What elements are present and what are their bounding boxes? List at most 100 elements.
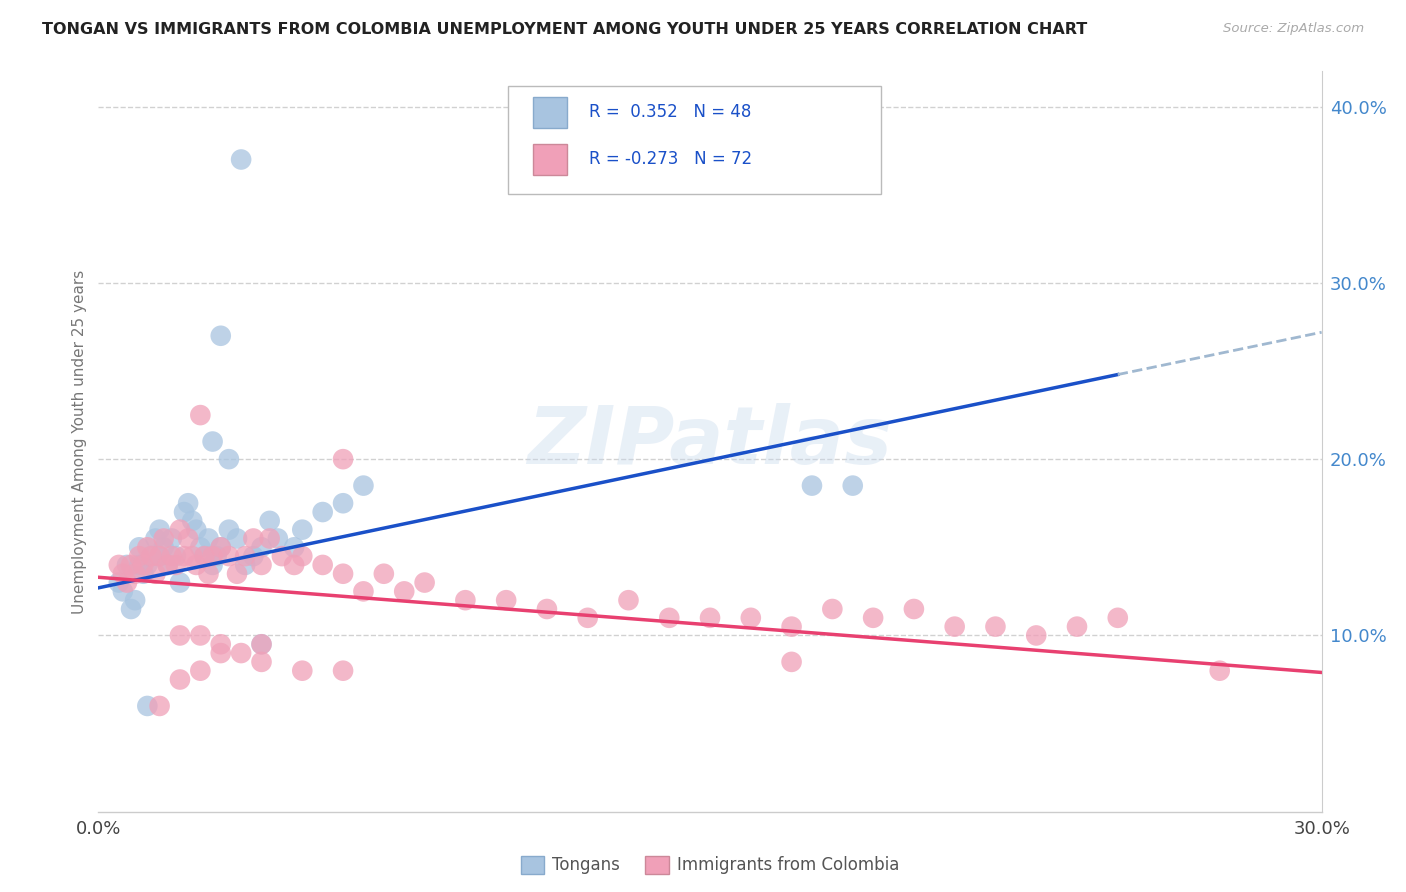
- Point: [177, 496, 200, 510]
- Point: [111, 566, 134, 581]
- Point: [108, 575, 131, 590]
- Point: [270, 549, 294, 563]
- Point: [454, 593, 477, 607]
- Point: [250, 541, 273, 555]
- Point: [136, 698, 159, 713]
- Point: [231, 153, 253, 167]
- Point: [352, 584, 374, 599]
- Point: [984, 619, 1007, 633]
- Point: [132, 558, 155, 572]
- Point: [332, 496, 354, 510]
- Point: [188, 408, 212, 422]
- Point: [1209, 664, 1232, 678]
- Point: [233, 549, 256, 563]
- Point: [283, 541, 305, 555]
- Point: [120, 602, 142, 616]
- Point: [188, 628, 212, 642]
- Point: [291, 523, 314, 537]
- Point: [332, 664, 354, 678]
- Text: ZIPatlas: ZIPatlas: [527, 402, 893, 481]
- Point: [862, 611, 884, 625]
- Point: [149, 698, 172, 713]
- Point: [740, 611, 762, 625]
- Point: [115, 575, 138, 590]
- Point: [1025, 628, 1047, 642]
- Point: [197, 532, 219, 546]
- Point: [209, 646, 232, 660]
- Point: [233, 558, 256, 572]
- Point: [124, 593, 146, 607]
- Point: [188, 541, 212, 555]
- Point: [250, 655, 273, 669]
- Point: [209, 541, 232, 555]
- Point: [903, 602, 925, 616]
- Point: [332, 566, 354, 581]
- Point: [145, 566, 167, 581]
- Point: [181, 549, 204, 563]
- Point: [392, 584, 416, 599]
- Point: [201, 549, 224, 563]
- Point: [250, 637, 273, 651]
- Point: [576, 611, 599, 625]
- Point: [841, 478, 863, 492]
- Point: [128, 549, 150, 563]
- Point: [312, 558, 335, 572]
- Point: [124, 566, 146, 581]
- FancyBboxPatch shape: [533, 144, 567, 175]
- Point: [205, 549, 228, 563]
- Point: [209, 637, 232, 651]
- Point: [226, 566, 249, 581]
- Point: [108, 558, 131, 572]
- Point: [169, 628, 191, 642]
- Point: [169, 575, 191, 590]
- Point: [1107, 611, 1129, 625]
- Point: [617, 593, 640, 607]
- Point: [188, 664, 212, 678]
- Point: [231, 646, 253, 660]
- Point: [169, 523, 191, 537]
- Point: [699, 611, 721, 625]
- Point: [120, 558, 142, 572]
- Point: [780, 655, 803, 669]
- Point: [536, 602, 558, 616]
- Point: [218, 549, 240, 563]
- Point: [193, 549, 215, 563]
- Point: [128, 541, 150, 555]
- Point: [165, 549, 187, 563]
- Point: [259, 532, 281, 546]
- Point: [283, 558, 305, 572]
- Point: [156, 558, 179, 572]
- Text: TONGAN VS IMMIGRANTS FROM COLOMBIA UNEMPLOYMENT AMONG YOUTH UNDER 25 YEARS CORRE: TONGAN VS IMMIGRANTS FROM COLOMBIA UNEMP…: [42, 22, 1087, 37]
- Point: [181, 514, 204, 528]
- Point: [242, 549, 264, 563]
- Point: [132, 566, 155, 581]
- Point: [152, 532, 174, 546]
- Point: [149, 523, 172, 537]
- Point: [173, 505, 195, 519]
- Point: [801, 478, 824, 492]
- Point: [141, 549, 163, 563]
- Point: [193, 549, 215, 563]
- Point: [218, 523, 240, 537]
- Point: [352, 478, 374, 492]
- Point: [173, 549, 195, 563]
- Point: [197, 566, 219, 581]
- Point: [250, 637, 273, 651]
- Point: [152, 541, 174, 555]
- Point: [160, 532, 183, 546]
- Point: [128, 558, 150, 572]
- Point: [218, 452, 240, 467]
- Point: [165, 558, 187, 572]
- Point: [413, 575, 436, 590]
- Y-axis label: Unemployment Among Youth under 25 years: Unemployment Among Youth under 25 years: [72, 269, 87, 614]
- Point: [943, 619, 966, 633]
- Point: [373, 566, 395, 581]
- Text: Source: ZipAtlas.com: Source: ZipAtlas.com: [1223, 22, 1364, 36]
- Point: [111, 584, 134, 599]
- Point: [115, 558, 138, 572]
- Point: [226, 532, 249, 546]
- Point: [821, 602, 844, 616]
- Point: [201, 558, 224, 572]
- Point: [186, 558, 208, 572]
- Point: [1066, 619, 1088, 633]
